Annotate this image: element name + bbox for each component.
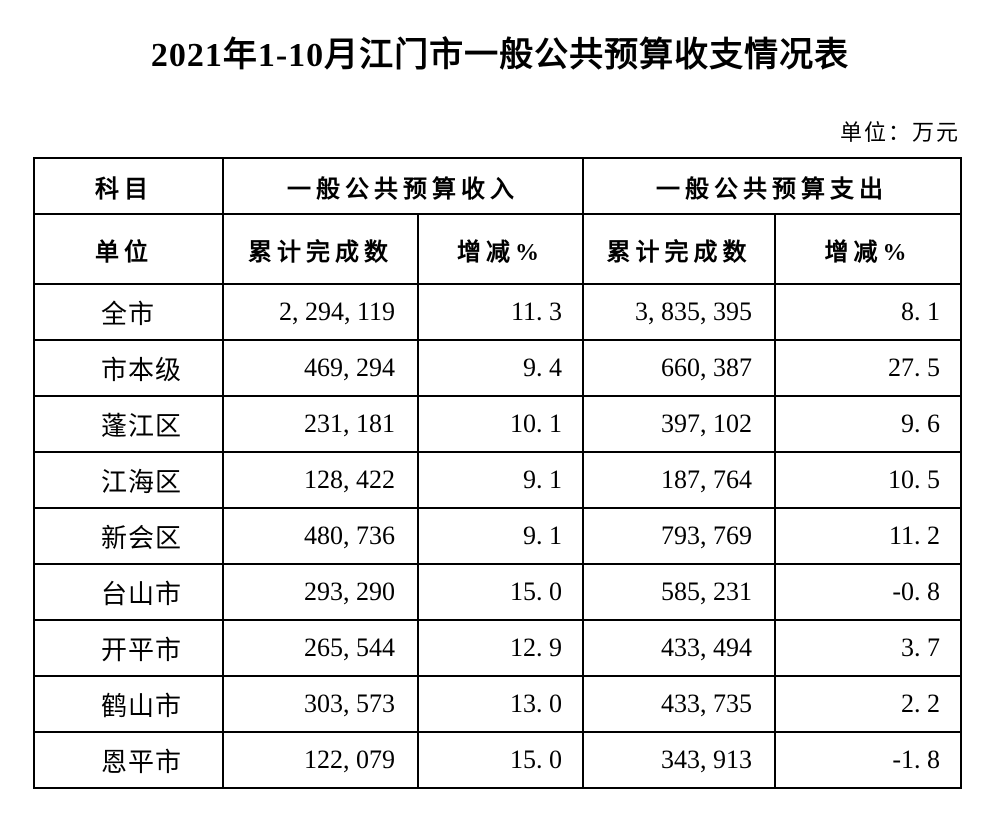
- region-cell: 全市: [33, 283, 224, 341]
- revenue-change-cell: 9. 1: [417, 451, 584, 509]
- revenue-change-cell: 15. 0: [417, 731, 584, 789]
- revenue-change-cell: 9. 1: [417, 507, 584, 565]
- table-row: 蓬江区 231, 181 10. 1 397, 102 9. 6: [33, 395, 962, 453]
- region-cell: 台山市: [33, 563, 224, 621]
- revenue-change-cell: 9. 4: [417, 339, 584, 397]
- table-row: 台山市 293, 290 15. 0 585, 231 -0. 8: [33, 563, 962, 621]
- expenditure-change-cell: -1. 8: [774, 731, 962, 789]
- unit-note: 单位：万元: [839, 120, 960, 145]
- header-expenditure-change: 增减%: [774, 213, 962, 285]
- table-row: 恩平市 122, 079 15. 0 343, 913 -1. 8: [33, 731, 962, 789]
- expenditure-total-cell: 343, 913: [582, 731, 776, 789]
- expenditure-total-cell: 3, 835, 395: [582, 283, 776, 341]
- revenue-change-cell: 10. 1: [417, 395, 584, 453]
- header-revenue-cumulative: 累计完成数: [222, 213, 419, 285]
- header-expenditure-cumulative: 累计完成数: [582, 213, 776, 285]
- expenditure-total-cell: 433, 494: [582, 619, 776, 677]
- revenue-total-cell: 480, 736: [222, 507, 419, 565]
- budget-table: 科目 一般公共预算收入 一般公共预算支出 单位 累计完成数 增减% 累计完成数 …: [33, 157, 962, 789]
- table-row: 新会区 480, 736 9. 1 793, 769 11. 2: [33, 507, 962, 565]
- expenditure-total-cell: 433, 735: [582, 675, 776, 733]
- expenditure-total-cell: 397, 102: [582, 395, 776, 453]
- table-row: 江海区 128, 422 9. 1 187, 764 10. 5: [33, 451, 962, 509]
- revenue-total-cell: 231, 181: [222, 395, 419, 453]
- expenditure-total-cell: 187, 764: [582, 451, 776, 509]
- region-cell: 新会区: [33, 507, 224, 565]
- revenue-change-cell: 15. 0: [417, 563, 584, 621]
- table-row: 市本级 469, 294 9. 4 660, 387 27. 5: [33, 339, 962, 397]
- expenditure-change-cell: 2. 2: [774, 675, 962, 733]
- revenue-total-cell: 122, 079: [222, 731, 419, 789]
- revenue-total-cell: 2, 294, 119: [222, 283, 419, 341]
- expenditure-change-cell: 11. 2: [774, 507, 962, 565]
- expenditure-change-cell: 3. 7: [774, 619, 962, 677]
- region-cell: 鹤山市: [33, 675, 224, 733]
- revenue-change-cell: 13. 0: [417, 675, 584, 733]
- expenditure-change-cell: 27. 5: [774, 339, 962, 397]
- page-title: 2021年1-10月江门市一般公共预算收支情况表: [150, 37, 850, 74]
- expenditure-total-cell: 660, 387: [582, 339, 776, 397]
- region-cell: 开平市: [33, 619, 224, 677]
- expenditure-change-cell: -0. 8: [774, 563, 962, 621]
- region-cell: 恩平市: [33, 731, 224, 789]
- expenditure-change-cell: 8. 1: [774, 283, 962, 341]
- revenue-total-cell: 469, 294: [222, 339, 419, 397]
- revenue-total-cell: 265, 544: [222, 619, 419, 677]
- expenditure-change-cell: 10. 5: [774, 451, 962, 509]
- region-cell: 蓬江区: [33, 395, 224, 453]
- header-unit: 单位: [33, 213, 224, 285]
- table-row: 鹤山市 303, 573 13. 0 433, 735 2. 2: [33, 675, 962, 733]
- revenue-total-cell: 293, 290: [222, 563, 419, 621]
- header-row-columns: 单位 累计完成数 增减% 累计完成数 增减%: [33, 213, 962, 285]
- expenditure-total-cell: 585, 231: [582, 563, 776, 621]
- table-row: 开平市 265, 544 12. 9 433, 494 3. 7: [33, 619, 962, 677]
- expenditure-total-cell: 793, 769: [582, 507, 776, 565]
- header-row-groups: 科目 一般公共预算收入 一般公共预算支出: [33, 157, 962, 215]
- header-revenue-change: 增减%: [417, 213, 584, 285]
- header-expenditure-group: 一般公共预算支出: [582, 157, 962, 215]
- header-subject: 科目: [33, 157, 224, 215]
- revenue-change-cell: 11. 3: [417, 283, 584, 341]
- revenue-total-cell: 128, 422: [222, 451, 419, 509]
- table-row: 全市 2, 294, 119 11. 3 3, 835, 395 8. 1: [33, 283, 962, 341]
- header-revenue-group: 一般公共预算收入: [222, 157, 584, 215]
- revenue-change-cell: 12. 9: [417, 619, 584, 677]
- region-cell: 市本级: [33, 339, 224, 397]
- region-cell: 江海区: [33, 451, 224, 509]
- expenditure-change-cell: 9. 6: [774, 395, 962, 453]
- revenue-total-cell: 303, 573: [222, 675, 419, 733]
